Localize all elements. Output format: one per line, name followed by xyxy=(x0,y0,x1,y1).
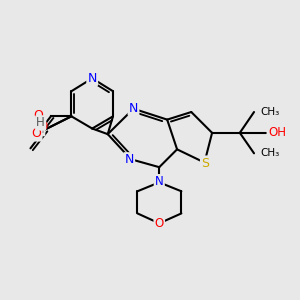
Text: O: O xyxy=(32,127,41,140)
Text: H: H xyxy=(36,116,45,129)
Text: OH: OH xyxy=(268,126,286,139)
Text: CH₃: CH₃ xyxy=(260,148,279,158)
Text: O: O xyxy=(39,120,48,134)
Text: CH₃: CH₃ xyxy=(260,107,279,117)
Text: O: O xyxy=(154,217,164,230)
Text: S: S xyxy=(201,157,209,170)
Text: N: N xyxy=(124,153,134,167)
Text: H: H xyxy=(36,125,44,135)
Text: N: N xyxy=(155,175,164,188)
Text: N: N xyxy=(129,102,138,115)
Text: N: N xyxy=(88,72,97,85)
Text: O: O xyxy=(33,110,43,122)
